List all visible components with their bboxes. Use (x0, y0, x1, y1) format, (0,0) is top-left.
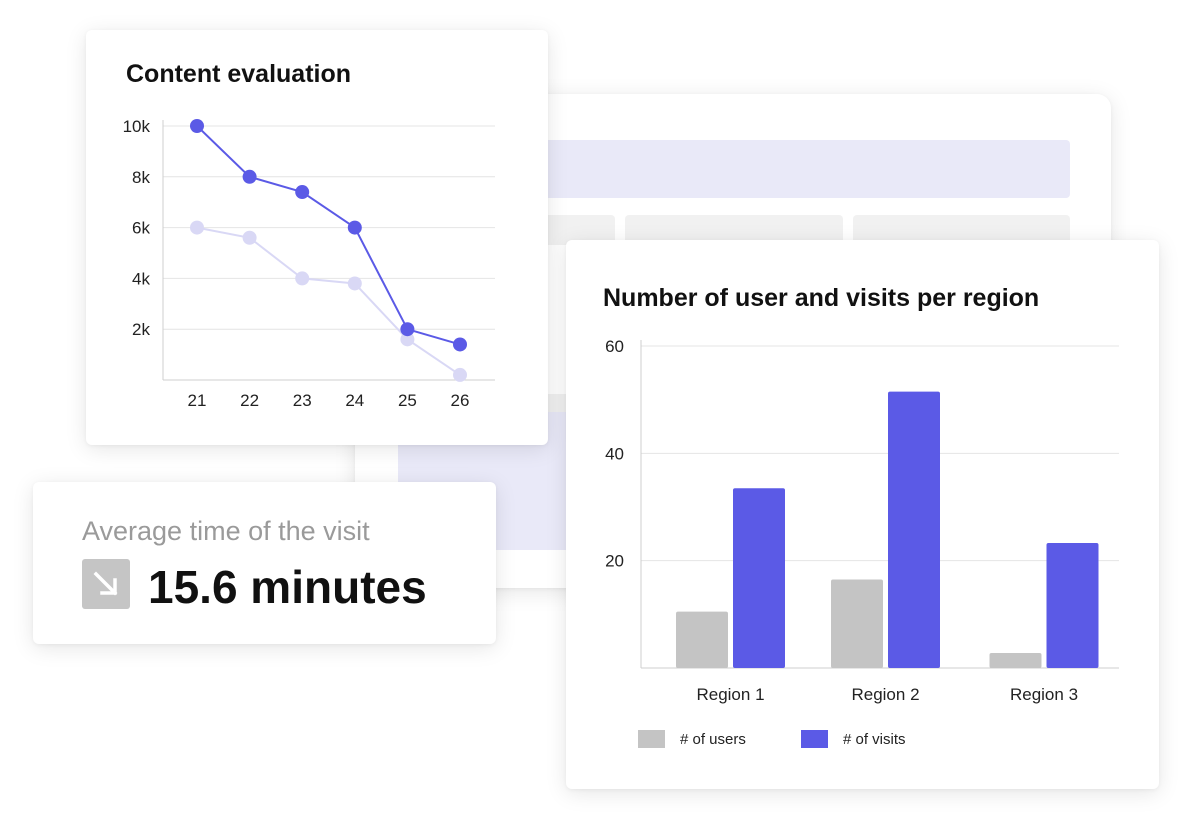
bar-users (831, 579, 883, 668)
data-point (347, 276, 362, 291)
line-chart: 2k 4k 6k 8k 10k 21 22 23 24 25 26 (123, 117, 495, 410)
category-label: Region 1 (696, 685, 764, 704)
data-point (400, 322, 415, 337)
data-point (190, 119, 204, 133)
bar-visits (733, 488, 785, 668)
category-label: Region 3 (1010, 685, 1078, 704)
data-point (295, 271, 310, 286)
content-evaluation-card: Content evaluation 2k 4k 6k 8k 10k 21 22 23 24 25… (86, 30, 548, 445)
y-tick-label: 2k (132, 320, 150, 339)
y-tick-label: 10k (123, 117, 151, 136)
x-tick-label: 25 (398, 391, 417, 410)
legend-swatch-users (638, 730, 665, 748)
category-label: Region 2 (851, 685, 919, 704)
legend-label-visits: # of visits (843, 731, 906, 748)
bar-users (989, 652, 1042, 668)
series-line (196, 226, 461, 376)
data-point (190, 220, 204, 235)
legend-swatch-visits (801, 730, 828, 748)
y-tick-label: 8k (132, 168, 150, 187)
x-tick-label: 26 (451, 391, 470, 410)
data-point (453, 367, 467, 382)
average-time-label: Average time of the visit (82, 516, 370, 546)
y-tick-label: 60 (605, 337, 624, 356)
bar-visits (1046, 542, 1099, 668)
placeholder-header-bar (523, 140, 1070, 198)
data-point (242, 169, 257, 184)
y-tick-label: 6k (132, 219, 150, 238)
y-tick-label: 4k (132, 269, 150, 288)
y-tick-label: 20 (605, 552, 624, 571)
series-line (196, 125, 461, 346)
x-tick-label: 22 (240, 391, 259, 410)
data-point (453, 337, 467, 352)
bar-users (676, 611, 728, 668)
average-time-card: Average time of the visit 15.6 minutes (33, 482, 496, 644)
legend-label-users: # of users (680, 731, 746, 748)
bar-visits (888, 391, 940, 668)
average-time-value: 15.6 minutes (148, 561, 427, 613)
data-point (242, 230, 257, 245)
data-point (295, 185, 310, 200)
line-chart-title: Content evaluation (126, 60, 352, 88)
data-point (347, 220, 362, 235)
region-visits-card: Number of user and visits per region 20 4… (566, 240, 1159, 789)
x-tick-label: 24 (345, 391, 364, 410)
arrow-down-right-icon (82, 559, 130, 609)
x-tick-label: 21 (188, 391, 207, 410)
x-tick-label: 23 (293, 391, 312, 410)
bar-chart-title: Number of user and visits per region (603, 284, 1040, 312)
bar-chart: 20 40 60 Region 1 Region 2 Region 3 (605, 337, 1119, 704)
y-tick-label: 40 (605, 444, 624, 463)
data-point (400, 332, 415, 347)
